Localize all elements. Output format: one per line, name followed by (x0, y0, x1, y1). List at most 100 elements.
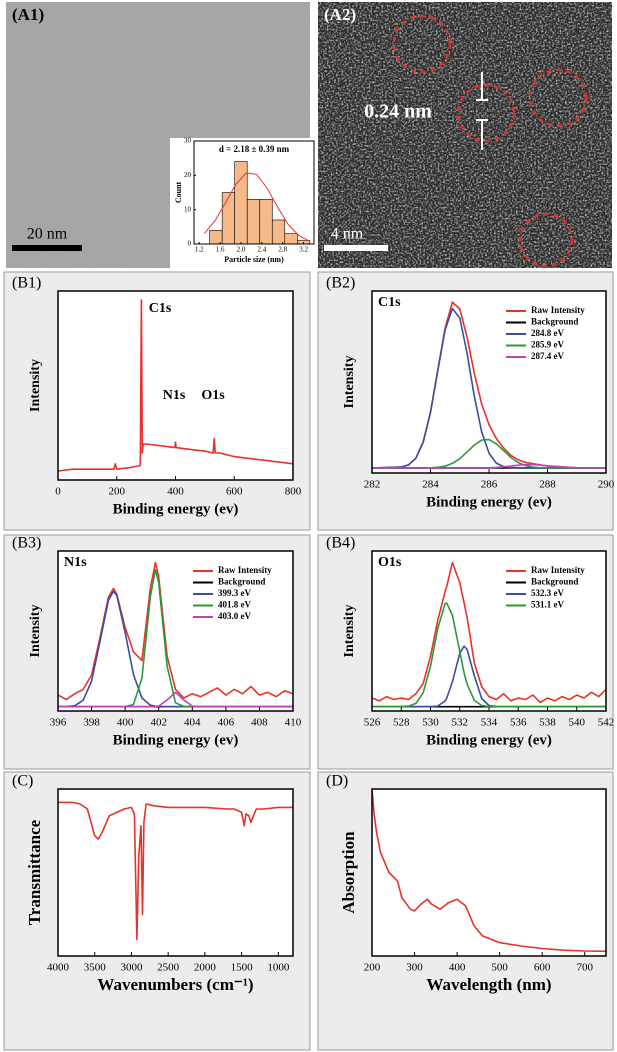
panel-label: (B1) (12, 275, 41, 292)
fit-curve (204, 172, 310, 242)
x-tick-label: 284 (422, 479, 439, 491)
x-tick-label: 400 (117, 717, 134, 729)
lattice-spacing: 0.24 nm (364, 101, 432, 123)
x-tick-label: 600 (226, 486, 243, 498)
bar (221, 192, 235, 245)
x-tick-label: 534 (481, 717, 498, 729)
x-tick-label: 402 (150, 717, 167, 729)
x-axis-label: Binding energy (ev) (113, 501, 239, 517)
x-axis-label: Binding energy (ev) (426, 494, 552, 510)
plot-frame (371, 788, 607, 957)
x-axis-label: Particle size (nm) (224, 255, 284, 264)
x-tick-label: 0 (55, 486, 61, 498)
x-tick-label: 532 (452, 717, 469, 729)
plot-area (58, 551, 293, 711)
chart-title: N1s (64, 555, 87, 570)
scale-bar-label: 20 nm (27, 226, 68, 243)
x-tick-label: 3000 (120, 962, 143, 974)
x-tick-label: 200 (109, 486, 126, 498)
panel-label: (B3) (12, 535, 41, 552)
x-tick-label: 538 (539, 717, 556, 729)
bar (284, 233, 298, 245)
x-axis-label: Wavenumbers (cm⁻¹) (97, 975, 253, 994)
chart-title: C1s (378, 295, 401, 310)
lattice-arrows (476, 72, 488, 150)
peak-label: O1s (201, 388, 225, 403)
x-tick-label: 2000 (194, 962, 217, 974)
scale-bar (12, 245, 82, 251)
x-tick-label: 410 (285, 717, 302, 729)
legend-label: Background (218, 577, 265, 587)
series-line (58, 691, 293, 708)
plot-area (372, 789, 606, 956)
x-tick-label: 290 (598, 479, 615, 491)
x-tick-label: 536 (510, 717, 527, 729)
x-tick-label: 600 (534, 962, 551, 974)
series-line (58, 801, 293, 941)
peak-label: N1s (163, 388, 186, 403)
y-axis-label: Intensity (342, 356, 357, 409)
x-tick-label: 400 (167, 486, 184, 498)
legend-label: 284.8 eV (531, 328, 564, 338)
x-tick-label: 800 (285, 486, 302, 498)
x-tick-label: 398 (83, 717, 100, 729)
x-tick-label: 400 (449, 962, 466, 974)
legend-label: 401.8 eV (218, 600, 251, 610)
bar (246, 199, 261, 245)
plot-frame (193, 140, 315, 245)
legend-label: Raw Intensity (531, 305, 585, 315)
legend-label: Background (531, 577, 578, 587)
scale-bar (324, 245, 388, 251)
x-tick-label: 200 (364, 962, 381, 974)
legend-label: Raw Intensity (531, 565, 585, 575)
x-tick-label: 542 (598, 717, 615, 729)
y-axis-label: Intensity (28, 359, 43, 412)
y-axis-label: Absorption (339, 831, 358, 914)
plot-area (372, 551, 606, 711)
series-line (371, 561, 607, 704)
x-tick-label: 396 (50, 717, 67, 729)
x-tick-label: 2.8 (278, 246, 287, 254)
series-line (372, 602, 606, 708)
panel-label: (B2) (326, 275, 355, 292)
x-tick-label: 1500 (231, 962, 254, 974)
series-line (372, 463, 607, 469)
legend-label: Raw Intensity (218, 565, 272, 575)
y-axis-label: Intensity (28, 605, 43, 658)
y-axis-label: Count (174, 181, 183, 203)
plot-area (58, 291, 293, 480)
x-axis-label: Binding energy (ev) (113, 732, 239, 748)
legend-label: 531.1 eV (531, 600, 564, 610)
scale-bar-label: 4 nm (331, 226, 364, 243)
x-tick-label: 526 (364, 717, 381, 729)
y-tick-label: 20 (184, 171, 192, 179)
plot-area (58, 789, 293, 956)
y-tick-label: 0 (188, 240, 192, 248)
x-tick-label: 408 (251, 717, 268, 729)
peak-label: C1s (149, 301, 172, 316)
y-tick-label: 30 (184, 137, 192, 145)
x-tick-label: 406 (218, 717, 235, 729)
x-tick-label: 288 (539, 479, 556, 491)
y-tick-label: 10 (184, 205, 192, 213)
legend-label: 403.0 eV (218, 611, 251, 621)
x-tick-label: 2.4 (257, 246, 266, 254)
y-axis-label: Transmittance (25, 819, 44, 925)
x-tick-label: 282 (364, 479, 381, 491)
x-tick-label: 4000 (47, 962, 70, 974)
legend-label: 399.3 eV (218, 588, 251, 598)
x-tick-label: 3500 (84, 962, 107, 974)
x-tick-label: 530 (422, 717, 439, 729)
x-axis-label: Wavelength (nm) (426, 975, 551, 994)
x-tick-label: 2.0 (237, 246, 246, 254)
x-axis-label: Binding energy (ev) (426, 732, 552, 748)
panel-label: (B4) (326, 535, 355, 552)
x-tick-label: 2500 (157, 962, 180, 974)
x-tick-label: 1000 (267, 962, 290, 974)
series-line (371, 788, 607, 953)
bar (271, 219, 286, 245)
chart-title: O1s (378, 555, 402, 570)
x-tick-label: 1.6 (216, 246, 225, 254)
